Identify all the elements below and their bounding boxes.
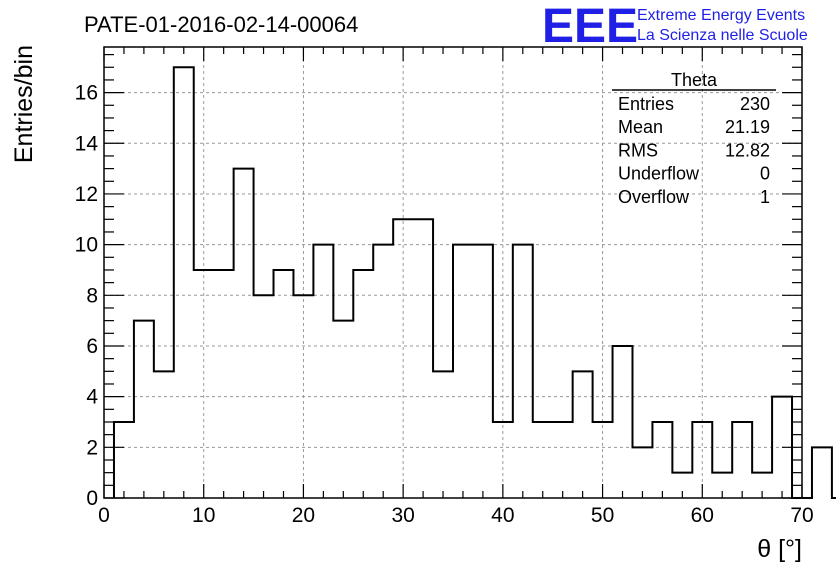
stats-label: Mean <box>618 117 663 137</box>
stats-box: Theta Entries 230 Mean 21.19 RMS 12.82 Underfl… <box>612 70 776 207</box>
logo-line-2: La Scienza nelle Scuole <box>637 27 808 44</box>
x-tick-labels: 0 10 20 30 40 50 60 70 <box>98 504 814 527</box>
stats-title: Theta <box>671 70 718 90</box>
x-axis-label: θ [°] <box>757 535 802 563</box>
logo-line-1: Extreme Energy Events <box>637 7 805 24</box>
stats-label: Entries <box>618 94 674 114</box>
stats-label: Underflow <box>618 164 700 184</box>
y-tick-label: 10 <box>75 234 98 257</box>
stats-label: RMS <box>618 140 658 160</box>
eee-logo: EEE Extreme Energy Events La Scienza nel… <box>542 0 808 53</box>
stats-value: 0 <box>760 164 770 184</box>
y-tick-label: 2 <box>86 436 98 459</box>
histogram-series <box>112 66 836 499</box>
x-tick-label: 30 <box>391 504 414 527</box>
y-tick-label: 4 <box>86 386 98 409</box>
y-tick-label: 14 <box>75 132 99 155</box>
x-tick-label: 20 <box>292 504 315 527</box>
x-tick-label: 70 <box>790 504 813 527</box>
y-tick-label: 0 <box>86 487 98 510</box>
stats-value: 230 <box>740 94 770 114</box>
stats-label: Overflow <box>618 187 690 207</box>
x-tick-label: 50 <box>591 504 614 527</box>
x-tick-label: 60 <box>691 504 714 527</box>
y-axis-label: Entries/bin <box>10 45 38 163</box>
y-tick-label: 8 <box>86 284 98 307</box>
y-tick-labels: 0 2 4 6 8 10 12 14 16 <box>75 82 99 510</box>
x-tick-label: 10 <box>192 504 215 527</box>
x-tick-label: 40 <box>491 504 514 527</box>
stats-value: 21.19 <box>725 117 770 137</box>
y-tick-label: 16 <box>75 82 98 105</box>
stats-value: 12.82 <box>725 140 770 160</box>
axis-ticks <box>103 47 803 499</box>
plot-frame <box>103 46 803 499</box>
logo-mark: EEE <box>542 0 638 53</box>
histogram-outline <box>112 66 836 499</box>
chart-title: PATE-01-2016-02-14-00064 <box>84 12 358 37</box>
plot-border <box>103 46 803 499</box>
y-tick-label: 6 <box>86 335 98 358</box>
stats-value: 1 <box>760 187 770 207</box>
x-tick-label: 0 <box>98 504 110 527</box>
y-tick-label: 12 <box>75 183 98 206</box>
